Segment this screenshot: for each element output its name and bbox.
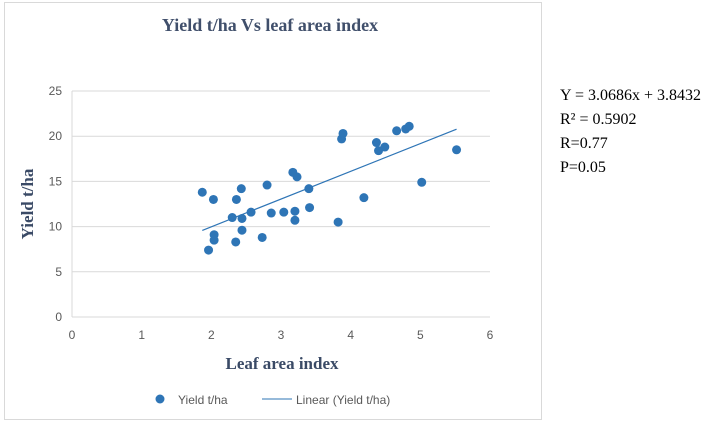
gridlines	[72, 90, 490, 273]
data-point-28	[380, 142, 390, 152]
data-point-20	[304, 184, 314, 194]
data-point-11	[246, 207, 256, 217]
scatter-points	[197, 121, 462, 255]
data-point-15	[279, 207, 289, 217]
y-tick-label: 25	[49, 84, 63, 98]
correlation-r: R=0.77	[560, 135, 608, 152]
y-tick-label: 0	[55, 310, 62, 324]
x-tick-label: 3	[278, 328, 285, 342]
x-tick-label: 0	[69, 328, 76, 342]
data-point-6	[231, 194, 241, 204]
data-point-31	[404, 121, 414, 131]
data-point-29	[392, 126, 402, 136]
legend-marker-scatter	[155, 394, 165, 404]
x-tick-label: 1	[138, 328, 145, 342]
data-point-7	[231, 237, 241, 247]
trendline-group	[202, 128, 457, 231]
y-tick-label: 5	[55, 265, 62, 279]
regression-stats: Y = 3.0686x + 3.8432 R² = 0.5902 R=0.77 …	[560, 84, 701, 180]
data-point-24	[338, 128, 348, 138]
chart-title: Yield t/ha Vs leaf area index	[162, 15, 378, 35]
data-point-33	[452, 145, 462, 155]
x-tick-label: 5	[417, 328, 424, 342]
data-point-26	[371, 138, 381, 148]
data-point-25	[359, 193, 369, 203]
x-tick-label: 6	[487, 328, 494, 342]
y-tick-label: 10	[49, 220, 63, 234]
data-point-10	[237, 225, 247, 235]
data-point-1	[204, 245, 214, 255]
data-point-5	[227, 213, 237, 223]
data-point-8	[236, 184, 246, 194]
y-tick-label: 15	[49, 174, 63, 188]
r-squared: R² = 0.5902	[560, 111, 637, 128]
data-point-22	[333, 217, 343, 227]
axes	[71, 91, 490, 318]
legend-label-scatter: Yield t/ha	[178, 393, 228, 407]
data-point-17	[290, 206, 300, 216]
x-tick-label: 4	[347, 328, 354, 342]
x-tick-label: 2	[208, 328, 215, 342]
y-tick-label: 20	[49, 129, 63, 143]
data-point-2	[208, 194, 218, 204]
data-point-18	[290, 215, 300, 225]
data-point-12	[257, 232, 267, 242]
p-value: P=0.05	[560, 159, 606, 176]
data-point-0	[197, 187, 207, 197]
y-axis-label: Yield t/ha	[18, 168, 37, 239]
data-point-14	[266, 208, 276, 218]
data-point-19	[292, 172, 302, 182]
data-point-9	[237, 213, 247, 223]
data-point-32	[417, 177, 427, 187]
data-point-4	[209, 235, 219, 245]
data-point-13	[262, 180, 272, 190]
x-tick-labels: 0 1 2 3 4 5 6	[69, 328, 494, 342]
y-tick-labels: 0 5 10 15 20 25	[49, 84, 63, 324]
legend-label-linear: Linear (Yield t/ha)	[296, 393, 390, 407]
regression-equation: Y = 3.0686x + 3.8432	[560, 87, 702, 104]
legend: Yield t/ha Linear (Yield t/ha)	[155, 393, 390, 407]
data-point-21	[305, 203, 315, 213]
trendline	[202, 128, 457, 231]
x-axis-label: Leaf area index	[225, 354, 339, 373]
